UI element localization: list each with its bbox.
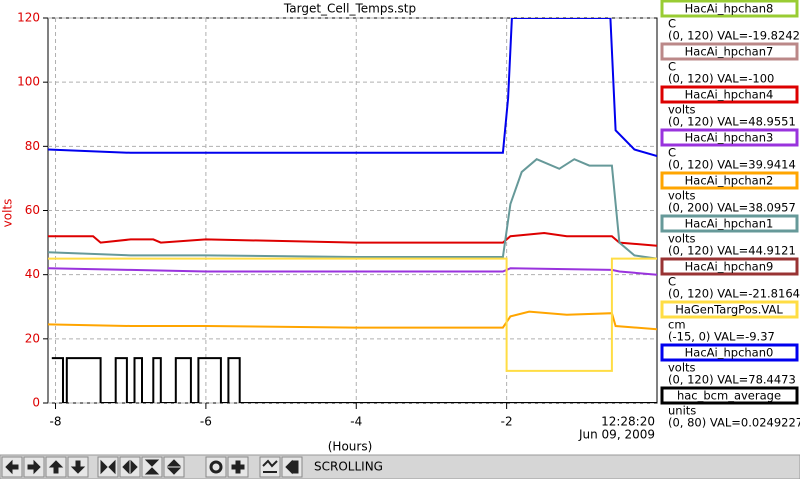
button[interactable] xyxy=(205,456,227,478)
icon-zoom-in-x xyxy=(100,459,108,475)
legend-unit: C xyxy=(668,146,676,160)
time-label: 12:28:20 xyxy=(601,415,655,429)
legend-info: (-15, 0) VAL=-9.37 xyxy=(668,330,775,344)
button[interactable] xyxy=(119,456,141,478)
button[interactable] xyxy=(163,456,185,478)
legend-name: HacAi_hpchan0 xyxy=(685,346,774,360)
y-tick-label: 60 xyxy=(25,203,40,217)
x-tick-label: -8 xyxy=(50,415,62,429)
legend-info: (0, 120) VAL=-21.8164 xyxy=(668,287,800,301)
y-tick-label: 80 xyxy=(25,139,40,153)
icon-back xyxy=(285,459,293,475)
legend-info: (0, 120) VAL=-19.8242 xyxy=(668,29,800,43)
y-tick-label: 120 xyxy=(17,11,40,25)
legend-unit: units xyxy=(668,404,696,418)
legend-name: HaGenTargPos.VAL xyxy=(675,303,783,317)
y-tick-label: 100 xyxy=(17,75,40,89)
x-tick-label: -6 xyxy=(200,415,212,429)
legend-name: HacAi_hpchan7 xyxy=(685,45,774,59)
legend-info: (0, 200) VAL=38.0957 xyxy=(668,201,796,215)
legend-info: (0, 120) VAL=48.9551 xyxy=(668,115,796,129)
date-label: Jun 09, 2009 xyxy=(578,428,655,442)
series-line xyxy=(51,357,657,403)
toolbar-status: SCROLLING xyxy=(314,460,383,474)
legend-box xyxy=(660,42,799,61)
icon-zoom-in-y xyxy=(144,467,160,475)
icon-left xyxy=(5,459,19,475)
icon-zoom-out-x xyxy=(130,459,138,475)
icon-zoom-out-x xyxy=(122,459,130,475)
legend-unit: volts xyxy=(668,361,696,375)
chart-title: Target_Cell_Temps.stp xyxy=(283,2,416,16)
icon-back xyxy=(292,460,299,474)
y-tick-label: 40 xyxy=(25,267,40,281)
icon-down xyxy=(70,460,86,474)
legend-unit: C xyxy=(668,17,676,31)
legend-box xyxy=(660,171,799,190)
y-axis-label: volts xyxy=(1,199,15,228)
legend-name: HacAi_hpchan8 xyxy=(685,2,774,16)
legend-box xyxy=(660,300,799,319)
legend-unit: cm xyxy=(668,318,686,332)
legend-name: HacAi_hpchan2 xyxy=(685,174,774,188)
legend-name: HacAi_hpchan3 xyxy=(685,131,774,145)
legend-name: HacAi_hpchan9 xyxy=(685,260,774,274)
legend-box xyxy=(660,85,799,104)
icon-wave xyxy=(262,459,278,468)
button[interactable] xyxy=(141,456,163,478)
legend-unit: C xyxy=(668,60,676,74)
legend-info: (0, 120) VAL=-100 xyxy=(668,72,774,86)
series-line xyxy=(48,158,657,260)
icon-zoom-out-y xyxy=(166,459,182,467)
legend-name: HacAi_hpchan1 xyxy=(685,217,774,231)
button[interactable] xyxy=(97,456,119,478)
x-tick-label: -4 xyxy=(350,415,362,429)
icon-zoom-in-y xyxy=(144,459,160,467)
icon-zoom-out-y xyxy=(166,467,182,475)
legend-box xyxy=(660,343,799,362)
series-line xyxy=(48,231,657,247)
y-tick-label: 0 xyxy=(32,396,40,410)
legend-name: HacAi_hpchan4 xyxy=(685,88,774,102)
legend-box xyxy=(660,386,799,405)
legend-info: (0, 120) VAL=39.9414 xyxy=(668,158,796,172)
x-axis-label: (Hours) xyxy=(328,440,373,454)
legend-unit: C xyxy=(668,275,676,289)
legend-unit: volts xyxy=(668,189,696,203)
icon-up xyxy=(48,460,64,474)
x-tick-label: -2 xyxy=(501,415,513,429)
icon-right xyxy=(27,459,41,475)
series-line xyxy=(48,18,657,157)
series-line xyxy=(48,310,657,331)
y-tick-label: 20 xyxy=(25,331,40,345)
icon-plus xyxy=(231,460,245,474)
legend-box xyxy=(660,0,799,18)
legend-info: (0, 80) VAL=0.0249227 xyxy=(668,416,800,430)
legend-unit: volts xyxy=(668,103,696,117)
legend-info: (0, 120) VAL=44.9121 xyxy=(668,244,796,258)
icon-circle xyxy=(209,460,223,474)
series-line xyxy=(48,267,657,276)
legend-unit: volts xyxy=(668,232,696,246)
button[interactable] xyxy=(259,456,281,478)
legend-info: (0, 120) VAL=78.4473 xyxy=(668,373,796,387)
toolbar: SCROLLING xyxy=(0,454,800,479)
legend-box xyxy=(660,128,799,147)
icon-zoom-in-x xyxy=(108,459,116,475)
legend-box xyxy=(660,214,799,233)
series-line xyxy=(48,257,657,372)
legend-box xyxy=(660,257,799,276)
legend-name: hac_bcm_average xyxy=(677,389,781,403)
